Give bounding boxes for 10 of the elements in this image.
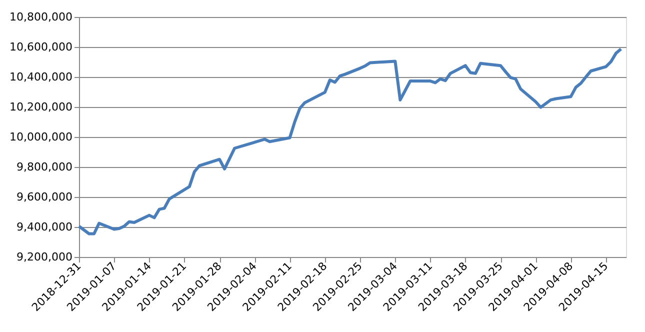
y-tick-label: 9,400,000: [16, 220, 72, 234]
y-tick-label: 9,200,000: [16, 250, 72, 264]
y-tick-label: 10,400,000: [10, 70, 72, 84]
y-tick-label: 10,600,000: [10, 40, 72, 54]
y-tick-label: 9,600,000: [16, 190, 72, 204]
y-tick-label: 10,800,000: [10, 10, 72, 24]
y-tick-label: 10,200,000: [10, 100, 72, 114]
y-tick-label: 10,000,000: [10, 130, 72, 144]
line-series: [78, 47, 622, 236]
y-tick-label: 9,800,000: [16, 160, 72, 174]
